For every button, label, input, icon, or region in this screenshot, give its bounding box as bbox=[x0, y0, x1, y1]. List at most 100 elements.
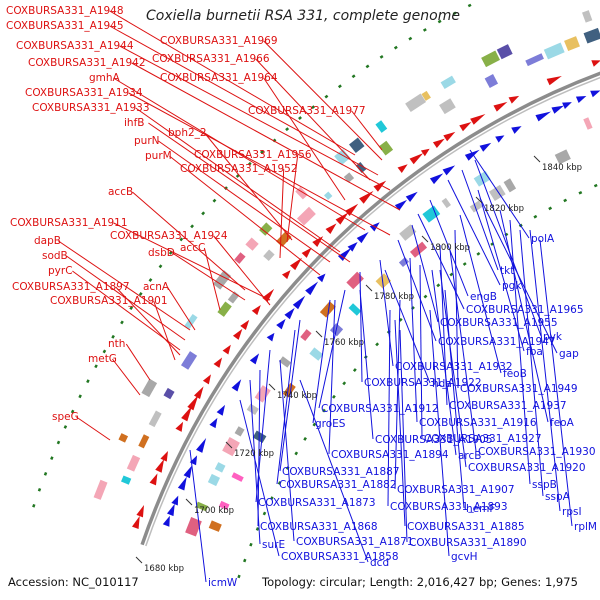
kbp-tick-label: 1840 kbp bbox=[542, 163, 582, 173]
reverse-gene-arrow bbox=[511, 126, 522, 134]
forward-gene-arrow bbox=[508, 95, 520, 104]
forward-gene-arrow bbox=[409, 153, 424, 165]
forward-gene-label: nth bbox=[108, 338, 125, 350]
forward-gene-arrow bbox=[459, 122, 472, 132]
reverse-leader-line bbox=[429, 199, 469, 297]
reverse-gene-arrow bbox=[479, 142, 492, 152]
genome-summary-text: Topology: circular; Length: 2,016,427 bp… bbox=[262, 575, 578, 589]
reverse-gene-label: COXBURSA331_A1912 bbox=[321, 403, 439, 415]
reverse-gene-label: COXBURSA331_A1932 bbox=[395, 361, 513, 373]
outer-feature-block bbox=[378, 140, 394, 156]
outer-feature-block bbox=[141, 378, 158, 398]
reverse-gene-label: COXBURSA331_A1882 bbox=[279, 479, 397, 491]
forward-leader-line bbox=[255, 58, 371, 181]
forward-gene-arrow bbox=[397, 164, 408, 174]
inner-feature-block bbox=[309, 347, 324, 361]
forward-gene-label: sodB bbox=[42, 250, 68, 262]
reverse-gene-arrow bbox=[442, 165, 456, 176]
reverse-gene-label: COXBURSA331_A1894 bbox=[331, 449, 449, 461]
reverse-leader-line bbox=[312, 299, 331, 424]
reverse-leader-line bbox=[447, 179, 501, 286]
outer-feature-block bbox=[582, 10, 593, 23]
inner-feature-block bbox=[300, 329, 312, 341]
reverse-leader-line bbox=[384, 269, 431, 384]
inner-feature-block bbox=[282, 383, 296, 398]
inner-feature-block bbox=[207, 473, 221, 487]
forward-gene-label: gmhA bbox=[89, 72, 121, 84]
reverse-leader-line bbox=[409, 257, 418, 423]
reverse-gene-arrow bbox=[209, 417, 218, 429]
reverse-leader-line bbox=[439, 269, 467, 468]
forward-leader-line bbox=[125, 343, 151, 381]
outer-feature-block bbox=[263, 249, 275, 262]
forward-gene-arrow bbox=[591, 60, 600, 67]
forward-gene-arrow bbox=[281, 270, 291, 280]
inner-feature-block bbox=[488, 184, 506, 201]
forward-gene-arrow bbox=[232, 328, 243, 340]
outer-feature-block bbox=[496, 44, 513, 60]
reverse-leader-line bbox=[189, 449, 207, 583]
reverse-gene-arrow bbox=[405, 191, 418, 202]
outer-feature-block bbox=[296, 206, 316, 226]
reverse-gene-arrow bbox=[177, 476, 187, 491]
reverse-leader-line bbox=[257, 369, 261, 527]
forward-gene-label: acnA bbox=[143, 281, 170, 293]
outer-feature-block bbox=[180, 351, 198, 370]
reverse-gene-arrow bbox=[305, 281, 319, 296]
reverse-gene-arrow bbox=[347, 241, 358, 252]
reverse-leader-line bbox=[474, 159, 542, 337]
reverse-leader-line bbox=[279, 319, 301, 472]
forward-leader-line bbox=[113, 77, 366, 231]
reverse-gene-arrow bbox=[394, 199, 408, 211]
reverse-leader-line bbox=[499, 209, 549, 423]
reverse-gene-label: COXBURSA331_A1890 bbox=[409, 537, 527, 549]
outer-feature-block bbox=[217, 301, 232, 317]
inner-feature-block bbox=[398, 257, 410, 268]
reverse-gene-label: COXBURSA331_A1930 bbox=[478, 446, 596, 458]
forward-leader-line bbox=[112, 358, 141, 396]
reverse-gene-arrow bbox=[429, 173, 444, 185]
forward-gene-arrow bbox=[175, 421, 184, 432]
reverse-gene-label: engB bbox=[470, 291, 497, 303]
forward-leader-line bbox=[113, 222, 271, 301]
forward-leader-line bbox=[286, 154, 299, 243]
forward-gene-arrow bbox=[312, 236, 324, 247]
reverse-leader-line bbox=[419, 264, 423, 439]
forward-gene-arrow bbox=[432, 138, 445, 149]
forward-gene-arrow bbox=[420, 148, 430, 157]
reverse-gene-label: tkt bbox=[500, 265, 514, 277]
reverse-leader-line bbox=[529, 229, 561, 512]
reverse-gene-label: rplM bbox=[574, 521, 597, 533]
kbp-tick-mark bbox=[135, 556, 143, 564]
kbp-tick-label: 1820 kbp bbox=[484, 204, 524, 214]
forward-gene-arrow bbox=[325, 223, 337, 235]
forward-leader-line bbox=[263, 77, 346, 201]
page-title: Coxiella burnetii RSA 331, complete geno… bbox=[146, 8, 460, 24]
outer-feature-block bbox=[343, 172, 355, 183]
forward-gene-label: accC bbox=[180, 242, 205, 254]
reverse-gene-label: groES bbox=[315, 418, 346, 430]
outer-feature-block bbox=[245, 237, 259, 251]
forward-gene-label: accB bbox=[108, 186, 133, 198]
reverse-gene-label: arcB bbox=[458, 450, 482, 462]
forward-gene-label: dapB bbox=[34, 235, 61, 247]
inner-feature-block bbox=[503, 178, 517, 193]
inner-feature-block bbox=[254, 385, 271, 403]
reverse-gene-arrow bbox=[249, 353, 260, 365]
reverse-gene-label: COXBURSA331_A1893 bbox=[390, 501, 508, 513]
forward-gene-label: COXBURSA331_A1966 bbox=[152, 53, 270, 65]
reverse-gene-label: dcd bbox=[370, 557, 389, 569]
outer-feature-block bbox=[323, 191, 333, 200]
reverse-gene-label: COXBURSA331_A1922 bbox=[364, 377, 482, 389]
reverse-leader-line bbox=[431, 269, 457, 456]
forward-gene-arrow bbox=[443, 131, 456, 142]
outer-feature-block bbox=[405, 93, 427, 113]
forward-gene-arrow bbox=[251, 304, 261, 316]
forward-leader-line bbox=[263, 40, 383, 161]
forward-leader-line bbox=[351, 110, 383, 151]
forward-gene-arrow bbox=[262, 288, 275, 303]
kbp-tick-mark bbox=[225, 441, 233, 449]
forward-leader-line bbox=[148, 122, 351, 263]
kbp-tick-mark bbox=[421, 235, 429, 243]
forward-leader-line bbox=[166, 286, 196, 331]
